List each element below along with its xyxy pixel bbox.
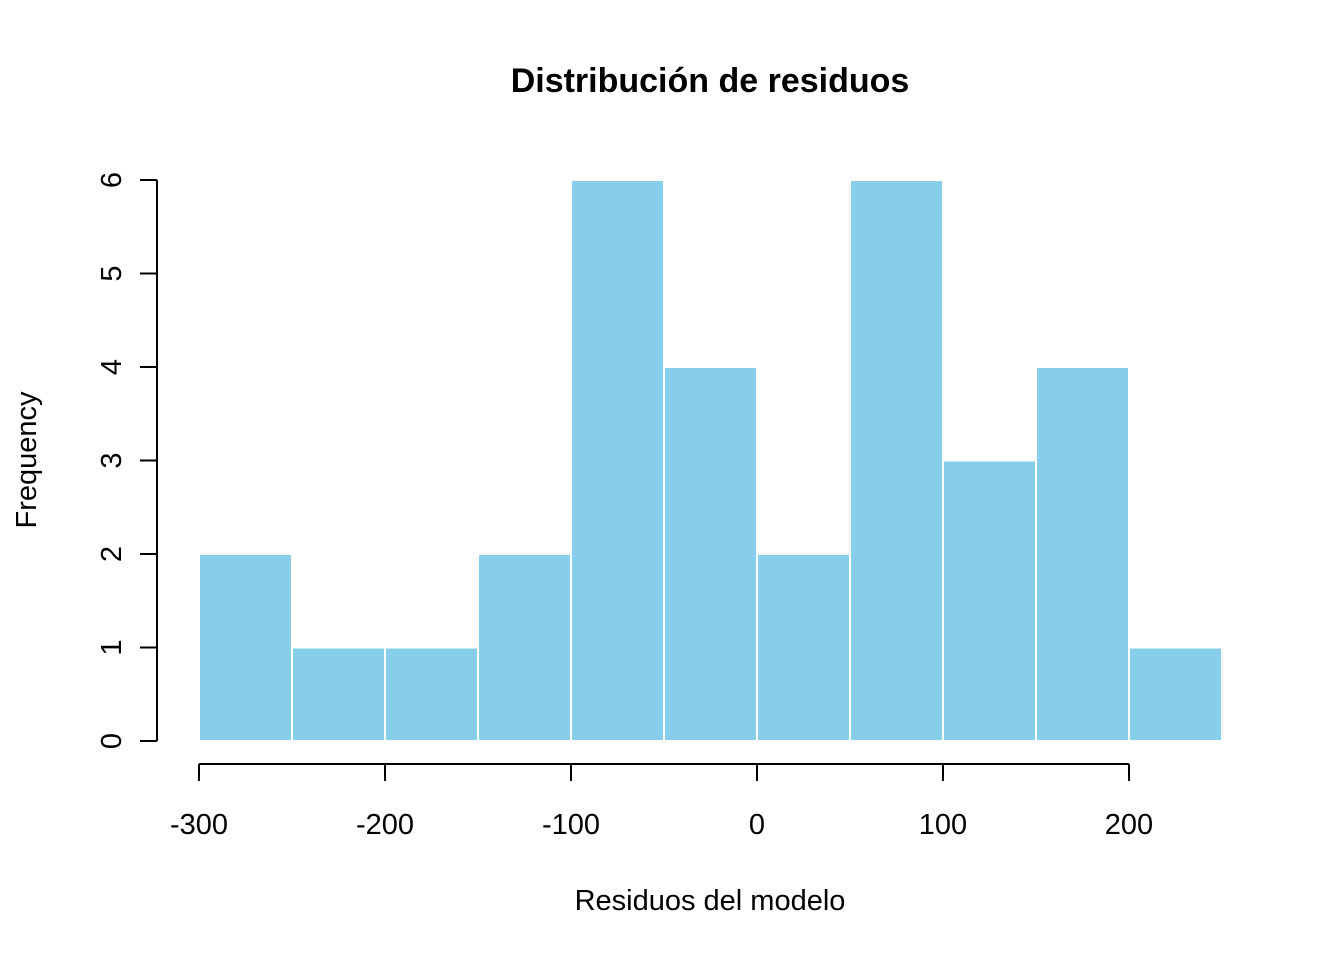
histogram-bar — [198, 553, 293, 742]
x-tick-label: 100 — [919, 809, 967, 841]
x-axis: -300 -200 -100 0 100 200 — [170, 763, 1153, 841]
x-tick-label: -100 — [542, 809, 600, 841]
x-tick-label: 200 — [1105, 809, 1153, 841]
histogram-bar — [1035, 366, 1130, 742]
x-axis-label: Residuos del modelo — [575, 885, 846, 917]
histogram-bar — [663, 366, 758, 742]
y-tick-label: 5 — [96, 265, 128, 281]
x-tick-label: -300 — [170, 809, 228, 841]
histogram-bar — [942, 459, 1037, 742]
y-tick-label: 2 — [96, 546, 128, 562]
y-axis: 0 1 2 3 4 5 6 — [96, 172, 158, 749]
histogram-bar — [570, 179, 665, 742]
histogram-bar — [384, 646, 479, 742]
chart-title: Distribución de residuos — [511, 62, 910, 100]
y-axis-label: Frequency — [11, 391, 43, 529]
histogram-bar — [477, 553, 572, 742]
histogram-bar — [1128, 646, 1223, 742]
y-tick-label: 4 — [96, 359, 128, 375]
bars-group — [198, 179, 1223, 742]
x-tick-label: -200 — [356, 809, 414, 841]
x-tick-label: 0 — [749, 809, 765, 841]
histogram-bar — [291, 646, 386, 742]
histogram-bar — [756, 553, 851, 742]
y-tick-label: 3 — [96, 452, 128, 468]
y-tick-label: 0 — [96, 733, 128, 749]
histogram-bar — [849, 179, 944, 742]
y-tick-label: 6 — [96, 172, 128, 188]
y-tick-label: 1 — [96, 639, 128, 655]
